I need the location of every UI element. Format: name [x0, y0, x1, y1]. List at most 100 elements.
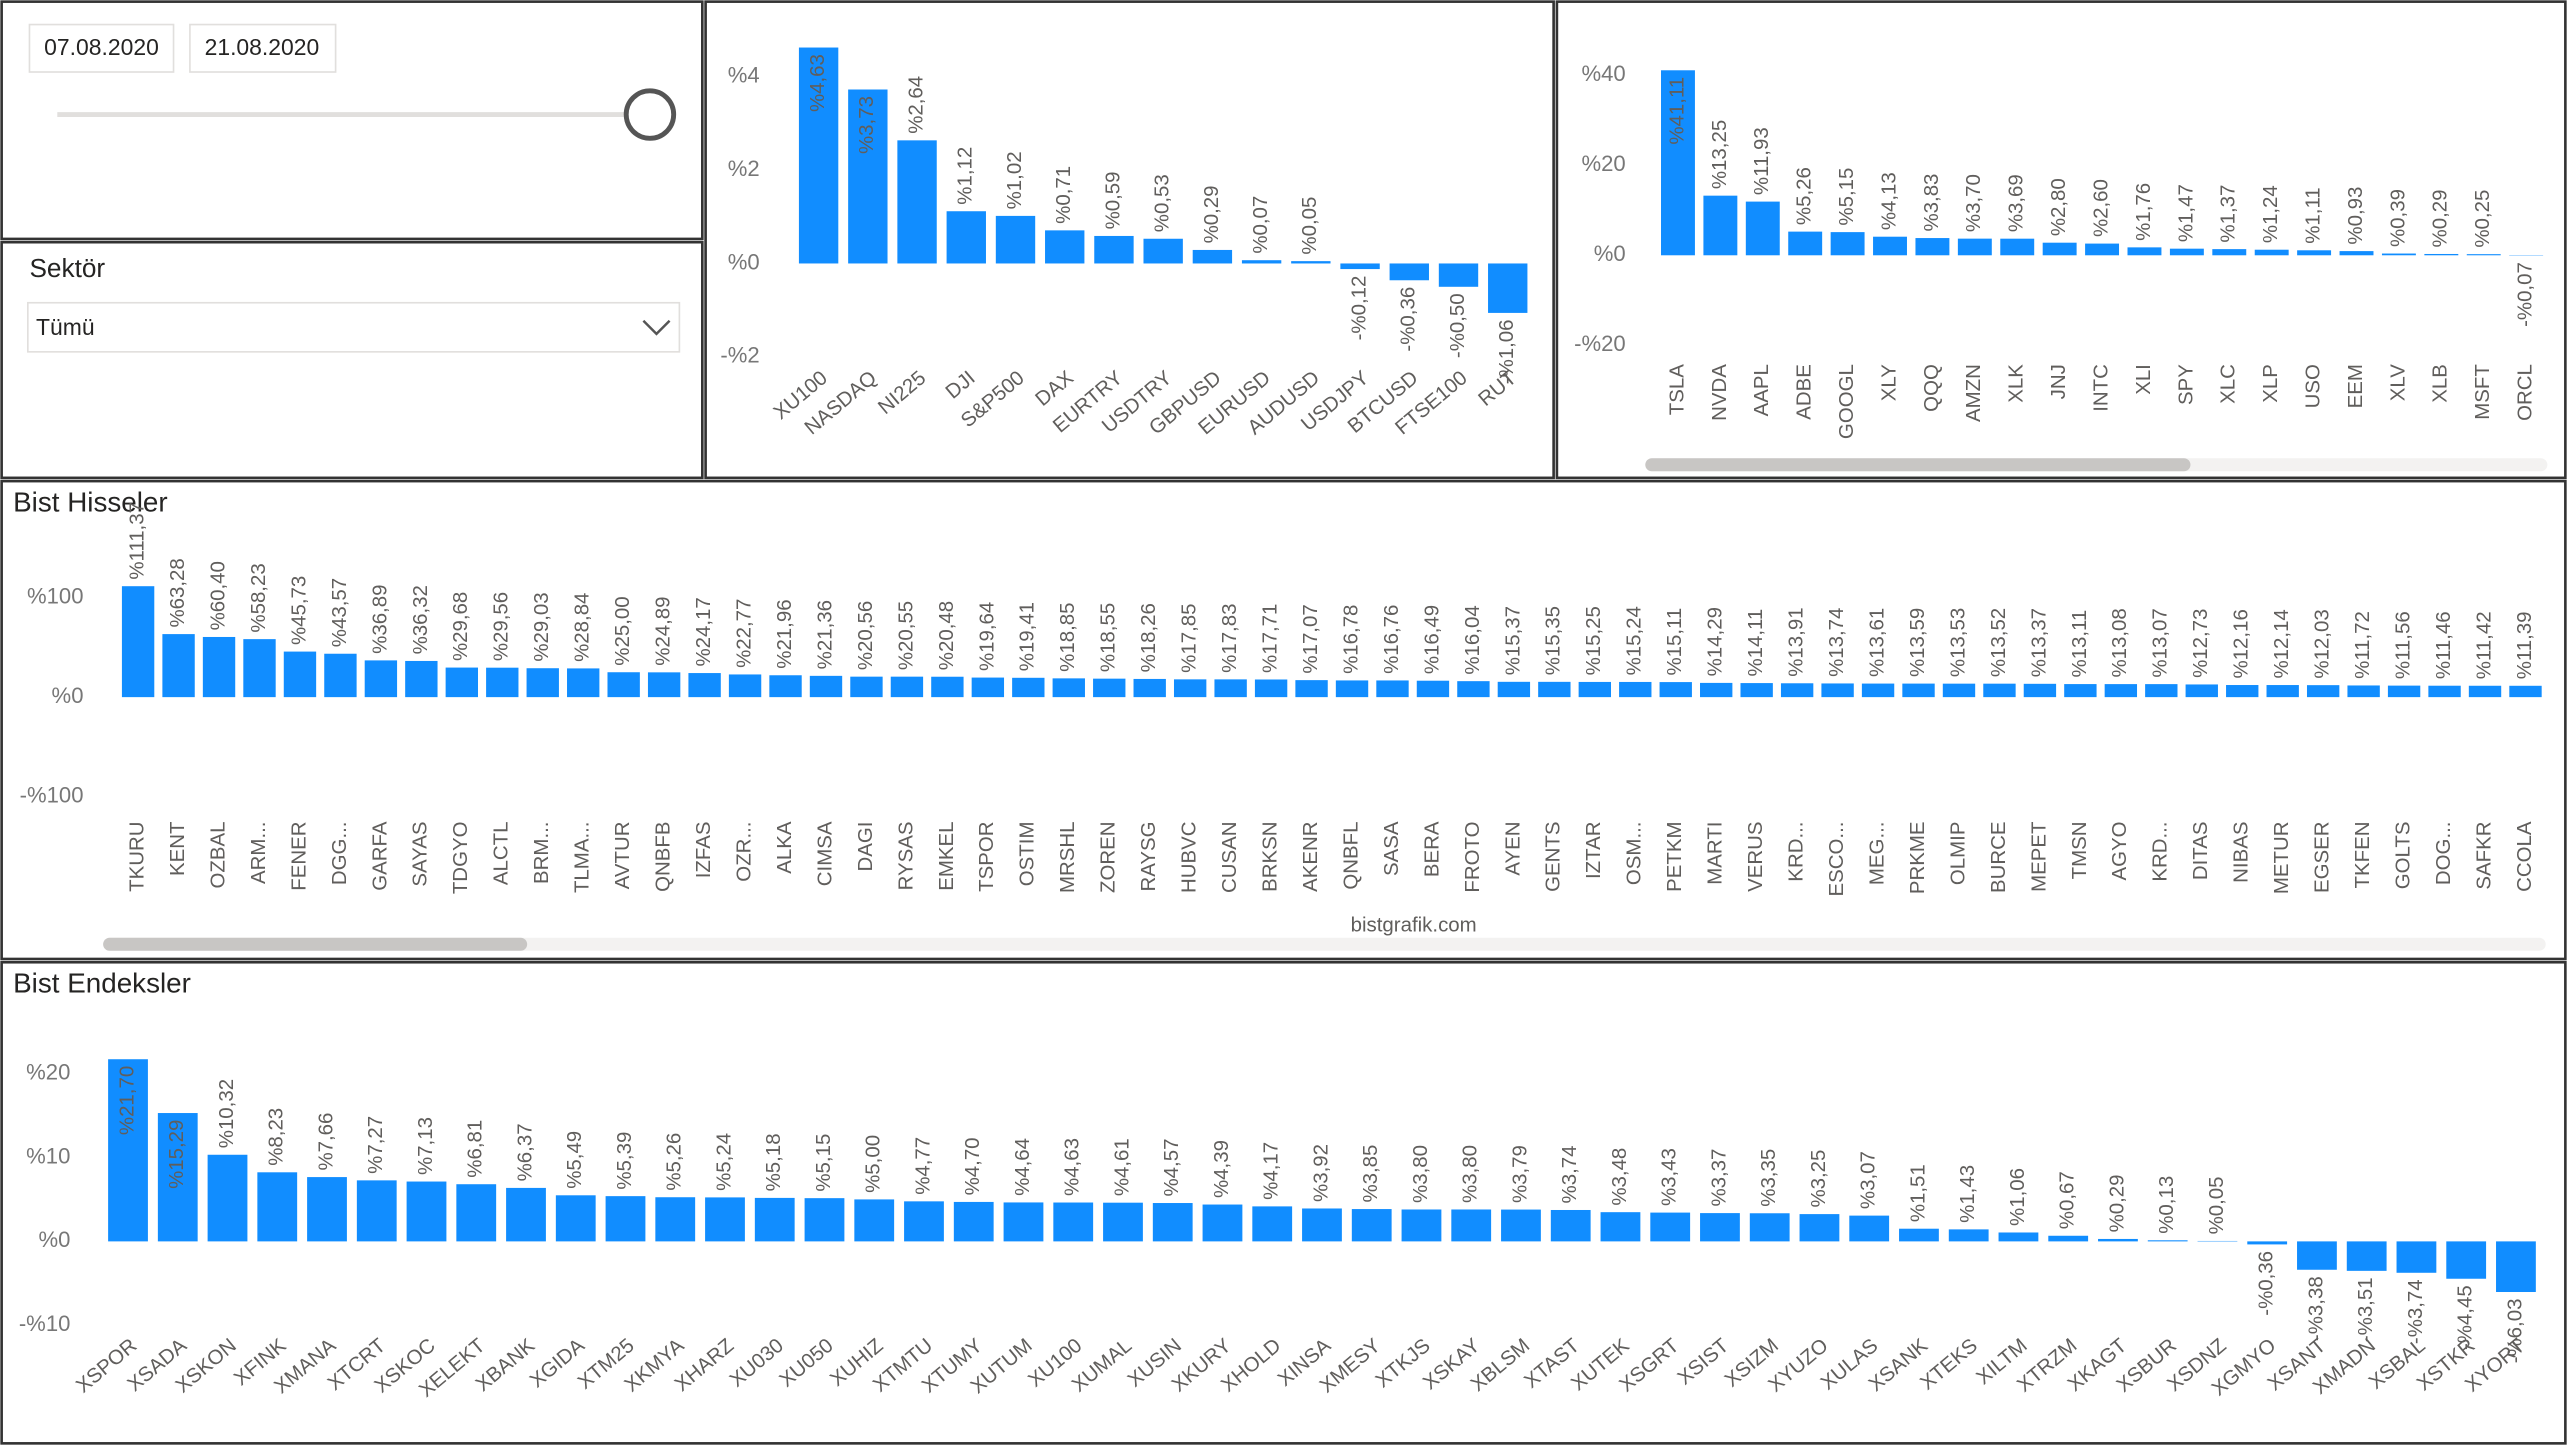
bar: [506, 1187, 546, 1242]
dropdown-value[interactable]: Tümü: [36, 314, 95, 340]
x-tick-label: SAYAS: [409, 822, 432, 887]
bar: [2098, 1238, 2138, 1242]
date-input[interactable]: [28, 23, 175, 73]
bar: [2424, 253, 2459, 256]
value-label: %5,26: [663, 1133, 686, 1191]
value-label: -%3,51: [2354, 1277, 2377, 1342]
bar: [1202, 1204, 1243, 1242]
bar: [202, 636, 236, 698]
x-tick-label: EGSER: [2311, 822, 2334, 894]
value-label: %13,37: [2027, 608, 2050, 677]
bar: [2000, 238, 2035, 256]
bar: [1915, 238, 1950, 256]
value-label: %21,36: [813, 600, 836, 669]
value-label: %20,48: [935, 601, 958, 670]
value-label: -%0,12: [1347, 276, 1370, 341]
x-tick-label: TKURU: [126, 822, 149, 892]
x-tick-label: TDGYO: [449, 822, 472, 895]
bar: [605, 1196, 646, 1242]
x-tick-label: TSPOR: [975, 822, 998, 892]
y-tick-label: %0: [52, 683, 84, 708]
bar: [1830, 232, 1865, 256]
end-date[interactable]: 21.08.2020: [205, 34, 320, 60]
value-label: %13,08: [2108, 608, 2131, 677]
panel: [0, 240, 704, 480]
bar: [1780, 683, 1814, 698]
x-tick-label: MEG...: [1865, 822, 1888, 886]
bar: [2169, 248, 2204, 256]
value-label: %5,24: [712, 1133, 735, 1191]
date-input[interactable]: [189, 23, 337, 73]
x-tick-label: USO: [2302, 364, 2325, 408]
value-label: %5,18: [762, 1133, 785, 1191]
bar: [257, 1172, 298, 1242]
x-tick-label: TKFEN: [2351, 822, 2374, 889]
value-label: %3,25: [1807, 1150, 1830, 1208]
scrollbar-thumb[interactable]: [1645, 458, 2191, 472]
x-tick-label: GOLTS: [2391, 822, 2414, 890]
x-tick-label: RYSAS: [894, 822, 917, 891]
bar: [1053, 1202, 1094, 1242]
y-tick-label: -%20: [1574, 331, 1626, 356]
start-date[interactable]: 07.08.2020: [44, 34, 159, 60]
value-label: %14,11: [1744, 609, 1767, 677]
value-label: %3,92: [1309, 1144, 1332, 1202]
bar: [1252, 1206, 1293, 1242]
value-label: %0,13: [2155, 1176, 2178, 1234]
x-tick-label: GOOGL: [1835, 364, 1858, 439]
value-label: %4,17: [1260, 1142, 1283, 1200]
value-label: %29,56: [490, 592, 513, 661]
bar: [1749, 1213, 1790, 1242]
value-label: -%0,36: [2255, 1251, 2278, 1316]
bar: [1173, 679, 1207, 698]
x-tick-label: AMZN: [1962, 364, 1985, 422]
value-label: %1,02: [1003, 151, 1026, 209]
bar: [1295, 680, 1328, 698]
bar: [1578, 681, 1611, 698]
chart-title: Bist Endeksler: [13, 968, 191, 999]
value-label: -%3,74: [2404, 1279, 2427, 1344]
bar: [2468, 685, 2502, 698]
slider-handle[interactable]: [623, 88, 677, 141]
y-tick-label: %40: [1581, 61, 1625, 86]
scrollbar-thumb[interactable]: [103, 937, 528, 951]
value-label: %11,39: [2513, 611, 2536, 679]
value-label: %36,89: [368, 585, 391, 654]
value-label: %18,26: [1137, 603, 1160, 672]
bar: [2346, 1241, 2387, 1271]
value-label: %4,70: [961, 1137, 984, 1195]
bar: [798, 47, 839, 264]
y-tick-label: %4: [728, 63, 760, 88]
bar: [1740, 683, 1773, 698]
bar: [1416, 680, 1450, 698]
x-tick-label: SASA: [1380, 821, 1403, 876]
bar: [1902, 683, 1935, 698]
value-label: %24,17: [692, 597, 715, 666]
bar: [1052, 678, 1085, 698]
panel: [0, 479, 2567, 961]
value-label: -%0,36: [1397, 287, 1420, 352]
value-label: %15,37: [1501, 606, 1524, 675]
value-label: %0,07: [1249, 196, 1272, 254]
x-tick-label: BERA: [1420, 821, 1443, 877]
value-label: %16,76: [1380, 605, 1403, 674]
bar: [307, 1177, 347, 1242]
x-tick-label: ORCL: [2514, 364, 2537, 421]
dropdown[interactable]: [27, 301, 681, 353]
x-tick-label: CIMSA: [813, 821, 836, 886]
panel: [1555, 0, 2567, 480]
value-label: %11,56: [2391, 611, 2414, 679]
bar: [526, 668, 559, 698]
value-label: -%6,03: [2503, 1299, 2526, 1364]
bar: [1094, 235, 1134, 264]
x-tick-label: ESCO...: [1825, 822, 1848, 897]
x-tick-label: XLY: [1877, 364, 1900, 401]
bar: [1659, 682, 1692, 698]
value-label: %0,59: [1101, 171, 1124, 229]
caption: bistgrafik.com: [1351, 914, 1477, 937]
value-label: %24,89: [652, 596, 675, 665]
x-tick-label: JNJ: [2047, 364, 2070, 399]
bar: [1998, 1232, 2039, 1242]
value-label: -%3,38: [2304, 1276, 2327, 1341]
bar: [931, 676, 964, 698]
